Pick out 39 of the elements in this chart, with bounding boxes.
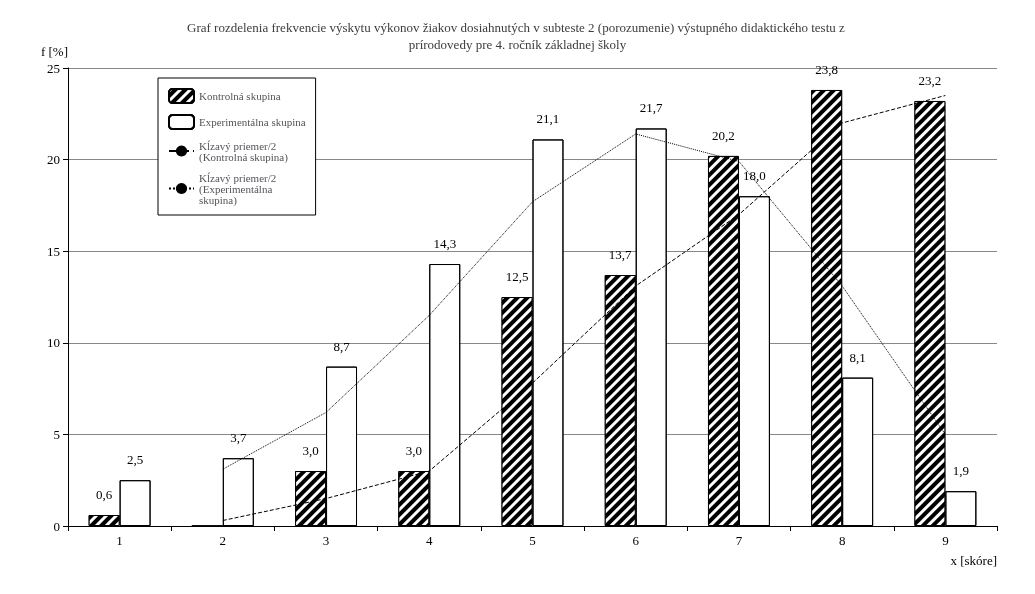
data-label: 1,9 bbox=[952, 463, 969, 479]
y-tick-label: 20 bbox=[47, 152, 60, 168]
legend-label: Kĺzavý priemer/2 (Experimentálna skupina) bbox=[199, 171, 280, 207]
x-tick-label: 3 bbox=[322, 533, 330, 548]
y-tick-label: 10 bbox=[47, 335, 60, 351]
data-label: 8,7 bbox=[333, 338, 351, 354]
chart-title: Graf rozdelenia frekvencie výskytu výkonov žiakov dosiahnutých v subteste 2 (porozumenie) výstupného didaktického testu z prírodovedy pre 4. ročník základnej školy bbox=[186, 20, 849, 52]
data-label: 14,3 bbox=[433, 236, 457, 252]
data-label: 8,1 bbox=[849, 349, 866, 365]
data-label: 0,6 bbox=[96, 487, 113, 503]
data-label: 20,2 bbox=[712, 127, 735, 143]
y-axis-title: f [%] bbox=[40, 44, 68, 59]
x-tick-label: 2 bbox=[219, 533, 227, 548]
data-label: 3,0 bbox=[302, 443, 319, 459]
y-tick-label: 0 bbox=[53, 518, 60, 534]
x-tick-label: 9 bbox=[942, 533, 949, 548]
legend-label: Experimentálna skupina bbox=[199, 116, 306, 128]
x-tick-label: 7 bbox=[735, 533, 743, 548]
x-axis-title: x [skóre] bbox=[950, 553, 997, 568]
data-label: 3,7 bbox=[230, 430, 247, 446]
data-label: 18,0 bbox=[743, 168, 766, 184]
data-label: 21,7 bbox=[639, 100, 664, 116]
x-tick-label: 8 bbox=[838, 533, 846, 548]
data-label: 12,5 bbox=[505, 269, 529, 284]
legend-label: Kontrolná skupina bbox=[199, 90, 281, 102]
y-tick-label: 25 bbox=[47, 60, 60, 76]
data-label: 21,1 bbox=[536, 111, 560, 127]
legend-label: Kĺzavý priemer/2 (Kontrolná skupina) bbox=[199, 139, 289, 164]
x-tick-label: 5 bbox=[529, 533, 536, 548]
x-tick-label: 4 bbox=[426, 533, 434, 548]
data-label: 2,5 bbox=[126, 452, 144, 468]
data-label: 3,0 bbox=[405, 443, 422, 459]
data-label: 23,2 bbox=[918, 72, 942, 88]
data-label: 23,8 bbox=[815, 61, 839, 77]
y-tick-label: 5 bbox=[53, 426, 60, 442]
y-tick-label: 15 bbox=[47, 243, 60, 259]
data-label: 13,7 bbox=[608, 247, 633, 263]
x-tick-label: 6 bbox=[632, 533, 640, 548]
x-tick-label: 1 bbox=[116, 533, 123, 548]
